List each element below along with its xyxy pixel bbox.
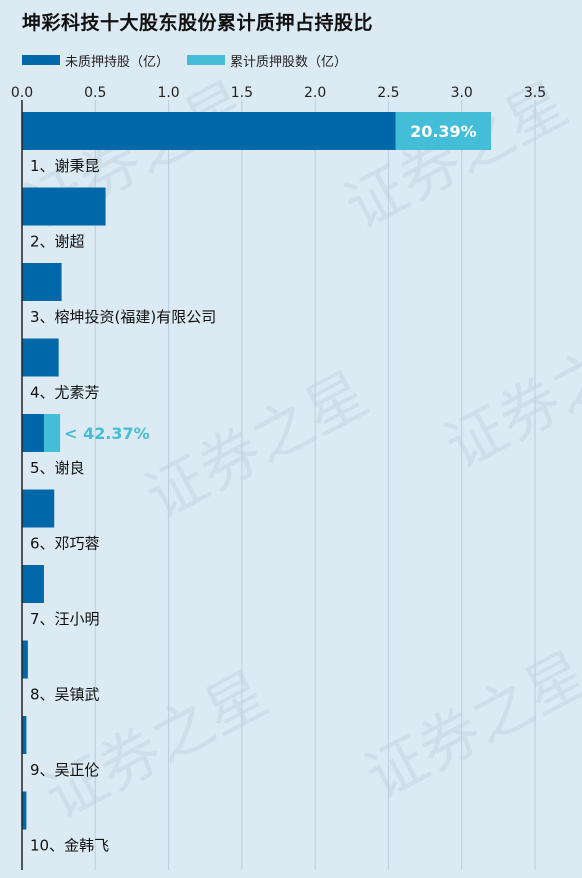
bar-unpledged xyxy=(22,716,27,754)
legend-item-unpledged: 未质押持股（亿） xyxy=(22,51,169,70)
legend-swatch-unpledged xyxy=(22,55,60,65)
x-tick-label: 3.5 xyxy=(524,85,546,101)
category-label: 4、尤素芳 xyxy=(30,384,100,402)
data-label: < 42.37% xyxy=(64,424,150,443)
x-tick-label: 2.0 xyxy=(304,85,326,101)
bar-unpledged xyxy=(22,640,28,679)
x-tick-label: 3.0 xyxy=(451,85,473,101)
bar-unpledged xyxy=(22,565,44,603)
x-tick-label: 1.5 xyxy=(231,85,253,101)
bar-unpledged xyxy=(22,489,55,528)
x-tick-label: 2.5 xyxy=(377,85,399,101)
x-tick-label: 0.0 xyxy=(11,85,33,101)
legend-item-pledged: 累计质押股数（亿） xyxy=(187,51,347,70)
category-label: 6、邓巧蓉 xyxy=(30,535,100,553)
chart-legend: 未质押持股（亿） 累计质押股数（亿） xyxy=(22,50,365,70)
bar-pledged xyxy=(43,414,61,452)
category-label: 7、汪小明 xyxy=(30,610,100,628)
chart-title: 坤彩科技十大股东股份累计质押占持股比 xyxy=(22,12,374,34)
bar-unpledged xyxy=(22,263,62,301)
bar-unpledged xyxy=(22,338,59,377)
category-label: 3、榕坤投资(福建)有限公司 xyxy=(30,308,216,326)
category-label: 8、吴镇武 xyxy=(30,686,100,704)
category-label: 5、谢良 xyxy=(30,459,85,477)
x-tick-label: 1.0 xyxy=(157,85,179,101)
bar-pledged xyxy=(395,112,492,150)
category-label: 9、吴正伦 xyxy=(30,761,100,779)
category-label: 2、谢超 xyxy=(30,233,85,251)
category-label: 10、金韩飞 xyxy=(30,837,109,855)
bar-unpledged xyxy=(22,187,106,226)
legend-label-unpledged: 未质押持股（亿） xyxy=(65,54,170,70)
x-tick-label: 0.5 xyxy=(84,85,106,101)
legend-swatch-pledged xyxy=(187,55,226,65)
data-label: 20.39% xyxy=(410,122,477,141)
category-label: 1、谢秉昆 xyxy=(30,157,100,175)
bar-unpledged xyxy=(22,112,396,150)
bar-unpledged xyxy=(22,791,27,830)
bar-unpledged xyxy=(22,414,44,452)
legend-label-pledged: 累计质押股数（亿） xyxy=(230,54,348,70)
